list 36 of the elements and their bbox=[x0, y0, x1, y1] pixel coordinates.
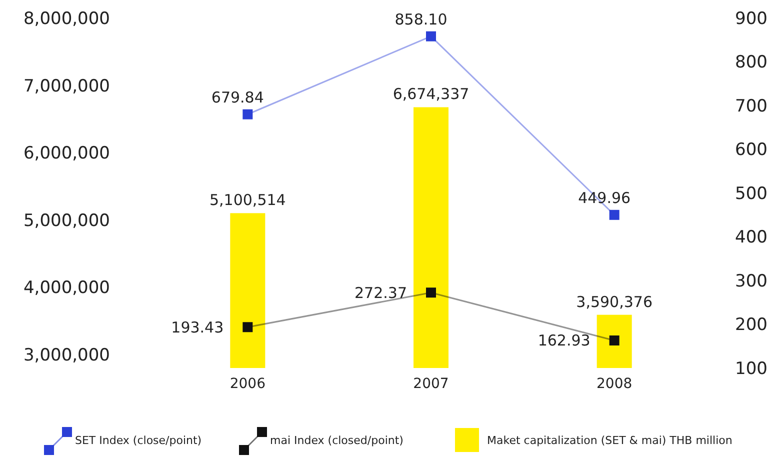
y2-tick-label: 400 bbox=[735, 228, 768, 248]
data-label: 5,100,514 bbox=[209, 191, 286, 210]
legend-label: mai Index (closed/point) bbox=[270, 434, 404, 447]
y2-tick-label: 100 bbox=[735, 358, 768, 379]
point bbox=[242, 322, 253, 332]
point bbox=[426, 288, 436, 298]
y2-tick-label: 900 bbox=[735, 8, 768, 29]
y-tick-label: 4,000,000 bbox=[23, 278, 110, 298]
point bbox=[609, 210, 620, 220]
x-tick-label: 2006 bbox=[230, 376, 266, 392]
y-tick-label: 8,000,000 bbox=[23, 8, 110, 29]
y-tick-label: 5,000,000 bbox=[23, 210, 110, 231]
data-label: 858.10 bbox=[394, 10, 448, 28]
y-tick-label: 6,000,000 bbox=[23, 144, 110, 164]
y2-tick-label: 800 bbox=[735, 52, 768, 73]
y2-tick-label: 200 bbox=[735, 315, 768, 336]
data-label: 193.43 bbox=[171, 318, 224, 336]
point bbox=[242, 109, 253, 120]
legend-label: Maket capitalization (SET & mai) THB million bbox=[487, 434, 732, 447]
y2-tick-label: 300 bbox=[735, 271, 768, 292]
point bbox=[609, 335, 620, 346]
data-label: 449.96 bbox=[578, 188, 631, 207]
y2-tick-label: 600 bbox=[735, 140, 768, 160]
x-tick-label: 2007 bbox=[413, 376, 449, 392]
y2-tick-label: 700 bbox=[735, 96, 768, 116]
data-label: 6,674,337 bbox=[392, 85, 470, 104]
y-tick-label: 3,000,000 bbox=[23, 345, 110, 366]
data-label: 679.84 bbox=[211, 88, 264, 106]
data-label: 272.37 bbox=[354, 284, 407, 302]
x-tick-label: 2008 bbox=[596, 376, 632, 392]
data-label: 162.93 bbox=[538, 332, 590, 350]
point bbox=[426, 31, 436, 42]
data-label: 3,590,376 bbox=[576, 292, 653, 311]
y-tick-label: 7,000,000 bbox=[23, 76, 110, 96]
legend-label: SET Index (close/point) bbox=[75, 434, 202, 447]
y2-tick-label: 500 bbox=[735, 184, 768, 204]
